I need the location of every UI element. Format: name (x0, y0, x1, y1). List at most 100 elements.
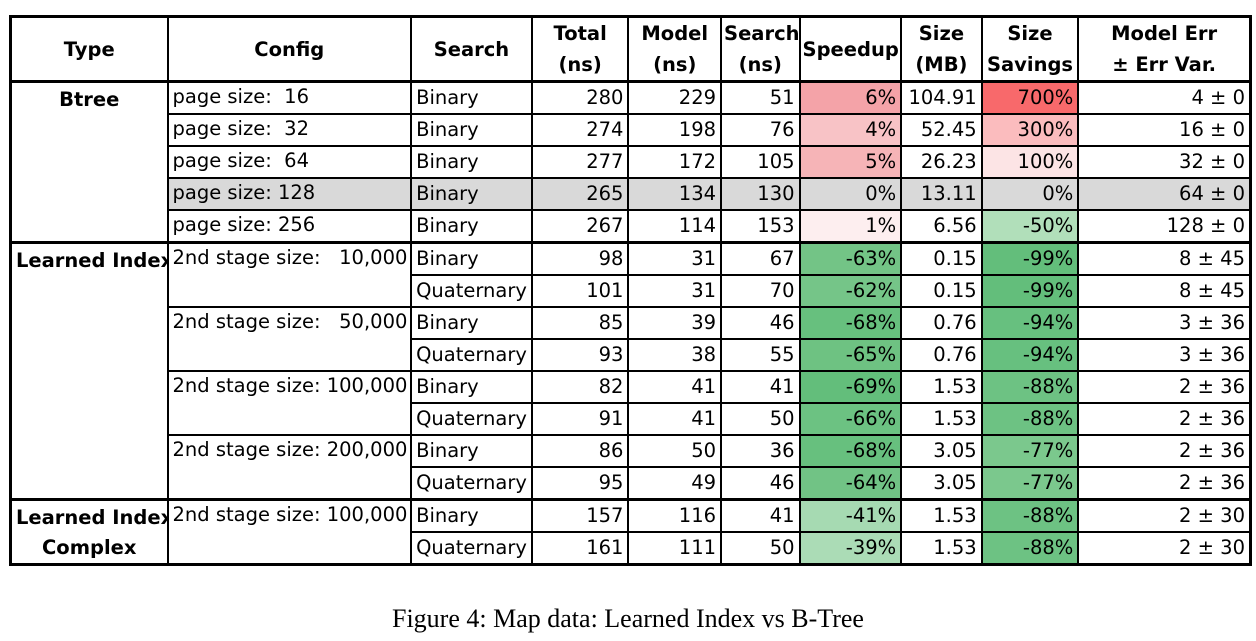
model-cell: 172 (627, 145, 723, 179)
model-cell: 41 (627, 370, 723, 404)
model-err-cell: 2 ± 36 (1077, 402, 1252, 436)
speedup-cell: -69% (798, 370, 903, 404)
column-header: Model (ns) (627, 15, 723, 83)
speedup-cell: -41% (798, 498, 903, 533)
model-cell: 116 (627, 498, 723, 533)
model-cell: 41 (627, 402, 723, 436)
size-savings-cell: 100% (980, 145, 1080, 179)
type-label: Learned Index (16, 506, 168, 529)
model-cell: 50 (627, 434, 723, 468)
total-cell: 277 (530, 145, 630, 179)
column-header: Search (ns) (720, 15, 801, 83)
size-savings-cell: -99% (980, 241, 1080, 276)
type-label: Learned Index (16, 249, 168, 272)
size-savings-cell: -50% (980, 209, 1080, 244)
column-header: Size Savings (980, 15, 1080, 83)
table-row: 2nd stage size: 50,000 Binary 85 39 46 -68% 0.… (11, 306, 1252, 372)
speedup-cell: -68% (798, 434, 903, 468)
column-header: Speedup (798, 15, 903, 83)
size-savings-cell: -77% (980, 434, 1080, 468)
total-cell: 86 (530, 434, 630, 468)
size-cell: 0.76 (900, 338, 983, 372)
search-ns-cell: 46 (720, 466, 801, 501)
type-cell: Learned Index (9, 241, 169, 501)
table-row: Quaternary 91 41 50 -66% 1.53 -88% 2 ± 36 (11, 402, 1252, 436)
speedup-cell: -63% (798, 241, 903, 276)
column-header-line: ± Err Var. (1112, 53, 1217, 76)
table-row: Quaternary 93 38 55 -65% 0.76 -94% 3 ± 36 (11, 338, 1252, 372)
search-method-cell: Binary (410, 177, 533, 211)
search-method-cell: Binary (410, 370, 533, 404)
size-cell: 0.15 (900, 274, 983, 308)
results-table-container: Type Config Search Total (ns) Model (ns) Search… (9, 15, 1256, 566)
model-cell: 198 (627, 113, 723, 147)
size-savings-cell: 0% (980, 177, 1080, 211)
size-cell: 52.45 (900, 113, 983, 147)
search-method-cell: Binary (410, 498, 533, 533)
config-cell: 2nd stage size: 10,000 (166, 241, 413, 308)
search-method-cell: Quaternary (410, 402, 533, 436)
total-cell: 157 (530, 498, 630, 533)
total-cell: 93 (530, 338, 630, 372)
search-ns-cell: 50 (720, 531, 801, 566)
total-cell: 161 (530, 531, 630, 566)
model-cell: 38 (627, 338, 723, 372)
column-header-line: Savings (986, 53, 1074, 76)
type-cell: Learned Index Complex (9, 498, 169, 566)
table-row: Quaternary 161 111 50 -39% 1.53 -88% 2 ± 30 (11, 531, 1252, 566)
speedup-cell: -62% (798, 274, 903, 308)
column-header-line: Speedup (802, 37, 899, 61)
column-header: Size (MB) (900, 15, 983, 83)
table-row: page size: 128 Binary 265 134 130 0% 13.11 0% 64… (11, 177, 1252, 211)
column-header-line: Size (1007, 22, 1053, 45)
config-cell: 2nd stage size: 200,000 (166, 434, 413, 501)
column-header-line: Config (254, 37, 325, 61)
model-cell: 31 (627, 241, 723, 276)
size-savings-cell: 700% (980, 80, 1080, 115)
config-cell: page size: 16 (166, 80, 413, 115)
column-header: Total (ns) (530, 15, 630, 83)
model-err-cell: 16 ± 0 (1077, 113, 1252, 147)
size-cell: 13.11 (900, 177, 983, 211)
size-savings-cell: 300% (980, 113, 1080, 147)
model-cell: 49 (627, 466, 723, 501)
search-method-cell: Binary (410, 145, 533, 179)
model-err-cell: 2 ± 30 (1077, 498, 1252, 533)
column-header-line: (ns) (558, 53, 602, 76)
search-ns-cell: 46 (720, 306, 801, 340)
search-method-cell: Quaternary (410, 531, 533, 566)
search-ns-cell: 41 (720, 370, 801, 404)
table-row: page size: 64 Binary 277 172 105 5% 26.23 100% 3… (11, 145, 1252, 179)
column-header: Config (166, 15, 413, 83)
size-cell: 1.53 (900, 531, 983, 566)
column-header: Type (9, 15, 169, 83)
size-cell: 0.15 (900, 241, 983, 276)
table-row: Learned Index Complex 2nd stage size: 100,… (9, 498, 1252, 566)
search-method-cell: Binary (410, 241, 533, 276)
size-savings-cell: -94% (980, 306, 1080, 340)
column-header-line: Search (724, 22, 800, 45)
size-savings-cell: -88% (980, 531, 1080, 566)
config-cell: 2nd stage size: 100,000 (166, 370, 413, 436)
search-method-cell: Binary (410, 80, 533, 115)
size-savings-cell: -77% (980, 466, 1080, 501)
search-ns-cell: 153 (720, 209, 801, 244)
speedup-cell: -39% (798, 531, 903, 566)
search-method-cell: Quaternary (410, 338, 533, 372)
config-cell: page size: 32 (166, 113, 413, 147)
total-cell: 274 (530, 113, 630, 147)
column-header-line: (ns) (653, 53, 697, 76)
size-cell: 1.53 (900, 498, 983, 533)
size-cell: 26.23 (900, 145, 983, 179)
speedup-cell: 1% (798, 209, 903, 244)
header-row: Type Config Search Total (ns) Model (ns) Search… (9, 15, 1252, 83)
column-header-line: (ns) (738, 53, 782, 76)
column-header-line: Size (918, 22, 965, 45)
size-savings-cell: -88% (980, 402, 1080, 436)
search-method-cell: Quaternary (410, 466, 533, 501)
speedup-cell: -66% (798, 402, 903, 436)
total-cell: 91 (530, 402, 630, 436)
model-err-cell: 128 ± 0 (1077, 209, 1252, 244)
column-header-line: (MB) (915, 53, 968, 76)
column-header: Model Err ± Err Var. (1077, 15, 1252, 83)
